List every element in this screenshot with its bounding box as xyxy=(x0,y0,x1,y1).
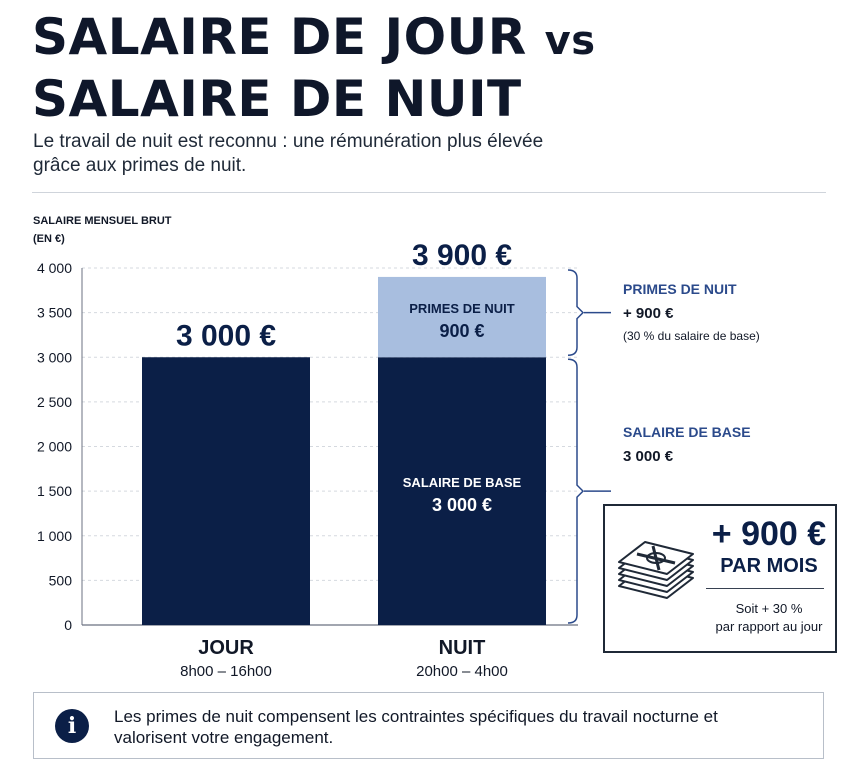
y-tick-label: 0 xyxy=(64,617,72,633)
title-line-1: SALAIRE DE JOUR xyxy=(32,8,527,66)
annotation-note: (30 % du salaire de base) xyxy=(623,329,760,343)
cash-stack-icon xyxy=(618,541,694,599)
x-category-label: NUIT xyxy=(439,637,486,659)
x-category-sublabel: 8h00 – 16h00 xyxy=(180,663,272,680)
info-icon: i xyxy=(55,709,89,743)
y-tick-label: 1 000 xyxy=(37,528,72,544)
page-subtitle: Le travail de nuit est reconnu : une rém… xyxy=(33,131,544,176)
annotation-title: PRIMES DE NUIT xyxy=(623,281,737,297)
bar-nuit-base xyxy=(378,357,546,625)
annotation-brace xyxy=(567,358,585,624)
bar-segment-label: SALAIRE DE BASE xyxy=(403,475,522,490)
bar-segment-value: 900 € xyxy=(439,321,484,341)
summary-note-line-2: par rapport au jour xyxy=(715,619,823,634)
header-divider xyxy=(32,192,826,193)
bar-jour-base xyxy=(142,357,310,625)
y-tick-label: 3 500 xyxy=(37,305,72,321)
y-tick-label: 500 xyxy=(49,572,73,588)
y-tick-label: 1 500 xyxy=(37,483,72,499)
x-category-label: JOUR xyxy=(198,637,254,659)
summary-unit: PAR MOIS xyxy=(720,555,818,577)
annotation-value: 3 000 € xyxy=(623,448,674,465)
y-axis-unit: (EN €) xyxy=(33,233,65,245)
bar-total-label: 3 000 € xyxy=(176,319,276,352)
y-tick-label: 2 000 xyxy=(37,439,72,455)
annotation-value: + 900 € xyxy=(623,305,674,322)
info-text: Les primes de nuit compensent les contra… xyxy=(114,707,718,747)
annotation-brace xyxy=(567,269,585,356)
title-vs: vs xyxy=(544,18,596,64)
summary-note: Soit + 30 % par rapport au jour xyxy=(701,600,837,636)
y-tick-label: 3 000 xyxy=(37,349,72,365)
title-line-2: SALAIRE DE NUIT xyxy=(32,70,522,128)
salary-chart: SALAIRE MENSUEL BRUT (EN €) 0 500 1 000 1 500… xyxy=(33,215,760,680)
bar-total-label: 3 900 € xyxy=(412,239,512,272)
annotation-title: SALAIRE DE BASE xyxy=(623,424,751,440)
bar-segment-label: PRIMES DE NUIT xyxy=(409,301,515,316)
info-box: i Les primes de nuit compensent les cont… xyxy=(33,692,824,759)
y-tick-label: 2 500 xyxy=(37,394,72,410)
summary-separator xyxy=(706,588,824,589)
summary-note-line-1: Soit + 30 % xyxy=(735,601,803,616)
page-title: SALAIRE DE JOUR vs SALAIRE DE NUIT xyxy=(32,8,596,128)
x-category-sublabel: 20h00 – 4h00 xyxy=(416,663,508,680)
y-axis-title: SALAIRE MENSUEL BRUT xyxy=(33,215,172,227)
y-tick-label: 4 000 xyxy=(37,260,72,276)
bar-segment-value: 3 000 € xyxy=(432,495,492,515)
summary-box: + 900 € PAR MOIS Soit + 30 % par rapport… xyxy=(603,504,837,653)
summary-amount: + 900 € xyxy=(711,515,827,553)
bar-nuit-prime xyxy=(378,276,546,358)
